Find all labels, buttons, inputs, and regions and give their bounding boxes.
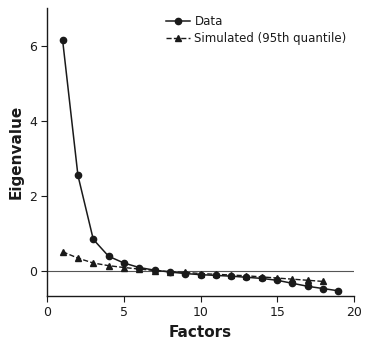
Legend: Data, Simulated (95th quantile): Data, Simulated (95th quantile) xyxy=(161,11,352,50)
Y-axis label: Eigenvalue: Eigenvalue xyxy=(9,105,23,199)
X-axis label: Factors: Factors xyxy=(169,325,232,340)
